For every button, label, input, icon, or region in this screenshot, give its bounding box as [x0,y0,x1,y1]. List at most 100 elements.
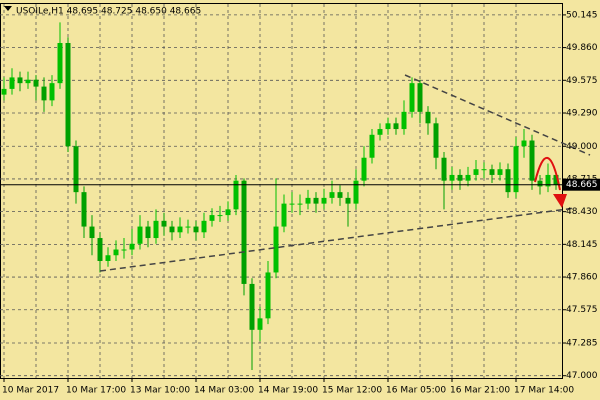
candle-body [473,169,479,175]
forecast-arrow [534,157,561,191]
y-tick-label: 49.860 [566,43,598,53]
candle-body [249,283,255,330]
candle-body [145,226,151,239]
candle-body [217,215,223,217]
candle-body [449,174,455,181]
candle-body [113,249,119,256]
candle-body [361,157,367,181]
candle-body [425,111,431,124]
x-tick-label: 14 Mar 03:00 [194,386,254,396]
candle-body [177,226,183,233]
candle-body [313,197,319,204]
candle-body [297,203,303,205]
y-tick-label: 47.575 [566,305,598,315]
candle-body [433,123,439,158]
y-tick-label: 47.000 [566,371,598,381]
x-tick-label: 10 Mar 2017 [2,386,59,396]
candles [1,22,559,370]
x-tick-label: 16 Mar 05:00 [386,386,446,396]
candle-body [81,192,87,227]
x-tick-label: 15 Mar 12:00 [322,386,382,396]
candle-body [9,77,15,89]
candle-body [545,174,551,187]
y-tick-label: 48.430 [566,207,598,217]
candle-body [457,174,463,181]
candle-body [225,209,231,216]
x-tick-label: 17 Mar 14:00 [514,386,574,396]
candle-body [273,226,279,273]
chart-title: USOILe,H1 48.695 48.725 48.650 48.665 [16,7,201,17]
y-tick-label: 49.290 [566,108,598,118]
candle-body [489,169,495,175]
candle-body [465,174,471,181]
candle-body [281,203,287,227]
candle-body [49,83,55,101]
candle-body [369,134,375,158]
candle-body [345,197,351,204]
current-price-label: 48.665 [566,180,598,190]
y-tick-label: 47.860 [566,273,598,283]
candle-body [337,192,343,198]
candle-body [393,123,399,130]
arrow-head [553,194,567,208]
y-tick-label: 48.145 [566,240,598,250]
y-tick-label: 47.285 [566,339,598,349]
candle-body [97,238,103,261]
candle-body [481,169,487,171]
candle-body [65,43,71,147]
candle-body [385,123,391,130]
candle-body [353,180,359,204]
candle-body [89,226,95,239]
menu-icon [4,6,12,11]
y-tick-label: 49.000 [566,142,598,152]
x-tick-label: 16 Mar 21:00 [450,386,510,396]
candle-body [41,86,47,101]
candle-body [521,140,527,147]
candle-body [305,197,311,204]
candle-body [497,169,503,175]
candle-body [513,146,519,193]
candle-body [409,83,415,112]
candle-body [17,77,23,84]
candle-body [1,88,7,95]
candle-body [233,180,239,210]
candle-body [417,83,423,112]
candle-body [33,79,39,87]
x-tick-label: 10 Mar 17:00 [66,386,126,396]
candle-body [161,220,167,227]
candle-body [129,243,135,250]
candle-body [209,215,215,221]
candle-body [241,180,247,284]
x-tick-label: 13 Mar 10:00 [130,386,190,396]
candle-body [193,226,199,233]
candle-body [257,318,263,330]
candle-body [201,220,207,233]
candle-body [377,129,383,135]
candle-body [57,43,63,84]
candle-body [169,226,175,233]
candle-body [25,79,31,84]
y-tick-label: 50.145 [566,10,598,20]
plot-frame [0,3,563,379]
candle-body [153,220,159,239]
y-tick-label: 49.575 [566,76,598,86]
candle-body [137,226,143,244]
candle-body [121,249,127,251]
candle-body [321,197,327,204]
candle-body [441,157,447,181]
current-price-box [563,178,600,191]
candle-body [73,146,79,193]
trend-line [404,74,591,156]
candle-body [537,180,543,187]
candle-body [401,111,407,130]
candle-body [529,140,535,181]
candle-body [185,226,191,228]
grid [0,4,562,378]
candle-body [105,255,111,261]
x-tick-label: 14 Mar 19:00 [258,386,318,396]
candle-body [553,174,559,185]
candle-body [505,169,511,193]
candle-body [289,203,295,205]
candle-body [329,192,335,198]
